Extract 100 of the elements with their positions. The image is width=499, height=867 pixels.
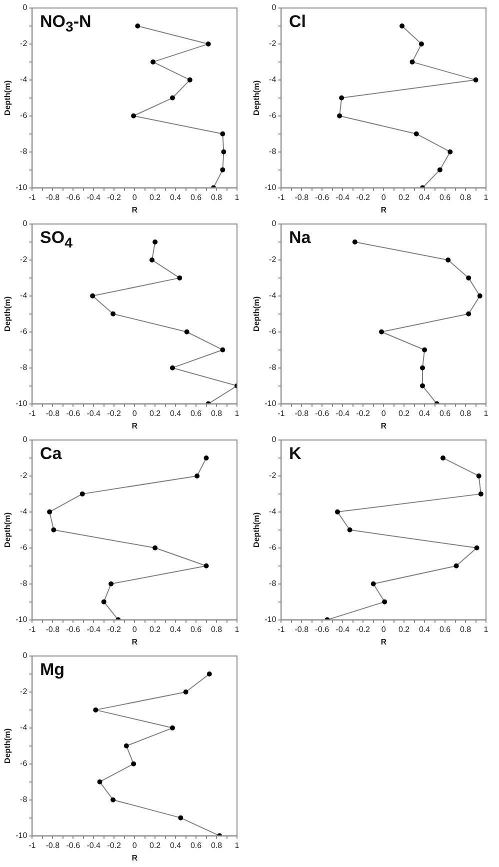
x-tick-label: 0.4 xyxy=(170,624,182,634)
chart-title: Mg xyxy=(40,660,65,680)
x-tick-label: 1 xyxy=(484,408,489,418)
x-tick-label: 0.8 xyxy=(460,192,472,202)
x-tick-label: 0.4 xyxy=(418,408,431,418)
x-tick-label: 0 xyxy=(381,408,386,418)
y-tick-label: -8 xyxy=(269,363,277,372)
x-tick-label: -0.6 xyxy=(315,192,330,202)
x-tick-label: 0.6 xyxy=(439,192,452,202)
y-tick-label: -8 xyxy=(269,579,277,588)
x-tick-label: -1 xyxy=(28,192,36,202)
x-tick-label: 0.4 xyxy=(418,624,431,634)
x-tick-label: 0 xyxy=(132,192,138,202)
y-tick-label: -2 xyxy=(20,471,28,480)
x-tick-label: -0.4 xyxy=(336,624,350,634)
x-tick-label: -0.8 xyxy=(294,408,310,418)
x-tick-label: -0.4 xyxy=(336,192,350,202)
y-axis-title: Depth(m) xyxy=(252,512,262,548)
x-tick-label: -1 xyxy=(278,408,286,418)
x-tick-label: 0.8 xyxy=(460,408,472,418)
x-axis-title: R xyxy=(380,205,387,214)
y-tick-label: -10 xyxy=(16,831,28,840)
x-tick-label: 0 xyxy=(132,840,138,850)
x-tick-label: -0.2 xyxy=(107,192,122,202)
y-tick-label: -6 xyxy=(269,327,277,336)
y-tick-label: -10 xyxy=(264,399,277,408)
x-tick-label: 0.6 xyxy=(190,840,202,850)
x-tick-label: 1 xyxy=(234,192,240,202)
x-tick-label: -0.4 xyxy=(336,408,350,418)
y-tick-label: -2 xyxy=(269,39,277,48)
x-axis-title: R xyxy=(132,637,138,646)
x-tick-label: -0.2 xyxy=(356,192,371,202)
y-axis-title: Depth(m) xyxy=(252,80,262,116)
x-tick-label: 1 xyxy=(484,192,489,202)
y-axis-title: Depth(m) xyxy=(3,512,12,548)
x-tick-label: 0.2 xyxy=(398,192,410,202)
y-tick-label: -6 xyxy=(269,111,277,120)
x-tick-label: 1 xyxy=(234,840,240,850)
y-tick-label: -8 xyxy=(20,795,28,804)
y-axis-title: Depth(m) xyxy=(3,728,12,764)
y-tick-label: -6 xyxy=(20,327,28,336)
y-tick-label: -4 xyxy=(20,723,28,732)
chart-title: Ca xyxy=(40,444,62,464)
x-tick-label: -0.6 xyxy=(66,408,81,418)
y-tick-label: -6 xyxy=(20,759,28,768)
x-tick-label: 0.6 xyxy=(190,408,202,418)
y-tick-label: -2 xyxy=(20,687,28,696)
chart-title: SO$_{4}$ xyxy=(40,228,72,252)
y-axis-title: Depth(m) xyxy=(252,296,262,332)
y-tick-label: 0 xyxy=(22,435,28,444)
x-tick-label: 0.2 xyxy=(150,408,162,418)
y-axis-title: Depth(m) xyxy=(3,80,12,116)
x-tick-label: -0.2 xyxy=(107,840,122,850)
x-tick-label: 0.8 xyxy=(210,624,223,634)
y-tick-label: -6 xyxy=(20,543,28,552)
x-tick-label: 0.4 xyxy=(170,408,182,418)
y-tick-label: -10 xyxy=(16,183,28,192)
x-tick-label: -0.4 xyxy=(86,408,102,418)
x-tick-label: -0.8 xyxy=(46,624,60,634)
x-tick-label: -0.2 xyxy=(356,408,371,418)
y-tick-label: 0 xyxy=(22,3,28,12)
y-tick-label: -8 xyxy=(269,147,277,156)
chart-title: Na xyxy=(289,228,311,248)
x-tick-label: -0.4 xyxy=(86,840,102,850)
x-tick-label: -0.8 xyxy=(46,840,60,850)
y-tick-label: 0 xyxy=(22,219,28,228)
x-tick-label: -0.6 xyxy=(66,192,81,202)
x-tick-label: -0.2 xyxy=(107,408,122,418)
x-tick-label: 0.2 xyxy=(398,408,410,418)
x-tick-label: -0.6 xyxy=(66,840,81,850)
y-tick-label: -4 xyxy=(20,291,28,300)
x-tick-label: 0 xyxy=(381,192,386,202)
x-tick-label: 0.2 xyxy=(398,624,410,634)
x-axis-title: R xyxy=(380,637,387,646)
x-tick-label: 0.8 xyxy=(460,624,472,634)
x-axis-title: R xyxy=(132,421,138,430)
x-tick-label: 0.2 xyxy=(150,192,162,202)
x-tick-label: -0.4 xyxy=(86,624,102,634)
x-tick-label: -0.4 xyxy=(86,192,102,202)
x-tick-label: 0.4 xyxy=(170,192,182,202)
y-tick-label: -10 xyxy=(16,399,28,408)
x-tick-label: -0.8 xyxy=(46,408,60,418)
y-tick-label: -4 xyxy=(269,75,277,84)
x-tick-label: 0.6 xyxy=(439,624,452,634)
x-tick-label: -0.6 xyxy=(66,624,81,634)
y-tick-label: -8 xyxy=(20,363,28,372)
x-tick-label: -1 xyxy=(28,840,36,850)
y-tick-label: -2 xyxy=(269,471,277,480)
y-tick-label: -2 xyxy=(20,39,28,48)
x-tick-label: 0.6 xyxy=(190,624,202,634)
y-tick-label: -4 xyxy=(269,507,277,516)
y-tick-label: 0 xyxy=(272,435,277,444)
y-tick-label: -2 xyxy=(269,255,277,264)
x-tick-label: -0.8 xyxy=(46,192,60,202)
x-tick-label: -0.2 xyxy=(107,624,122,634)
x-tick-label: -1 xyxy=(28,624,36,634)
x-tick-label: 1 xyxy=(234,624,240,634)
y-tick-label: -10 xyxy=(264,183,277,192)
y-tick-label: -10 xyxy=(16,615,28,624)
chart-title: Cl xyxy=(289,12,306,32)
